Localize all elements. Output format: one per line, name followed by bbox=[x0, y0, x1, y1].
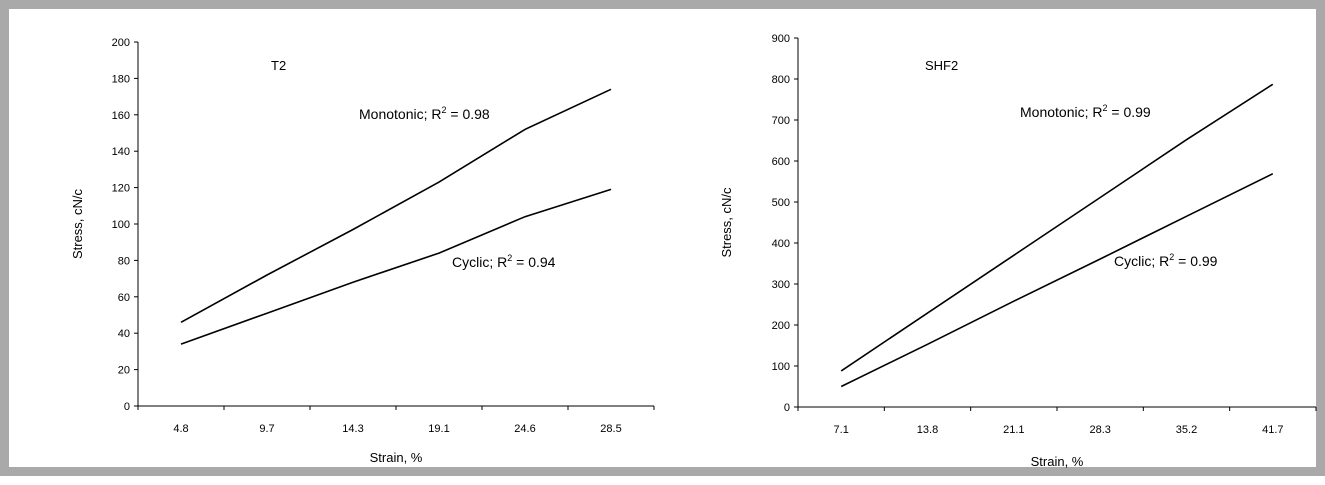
y-tick-label: 80 bbox=[118, 255, 130, 267]
y-tick-label: 140 bbox=[112, 146, 130, 158]
y-tick-label: 0 bbox=[124, 401, 130, 413]
series-line-monotonic bbox=[840, 83, 1274, 372]
chart-1: 0 20 40 60 80 100 120 140 160 180 200 4.8 9.7 14.3 19.… bbox=[70, 37, 655, 465]
y-tick-label: 300 bbox=[772, 279, 790, 291]
annotation-text: Cyclic; R bbox=[1114, 253, 1169, 269]
annotation-text: Cyclic; R bbox=[452, 254, 507, 270]
x-tick-label: 28.3 bbox=[1089, 424, 1110, 436]
x-tick-label: 7.1 bbox=[834, 424, 849, 436]
y-tick-label: 100 bbox=[112, 219, 130, 231]
x-tick-label: 28.5 bbox=[600, 423, 621, 435]
y-tick-label: 500 bbox=[772, 197, 790, 209]
x-axis-label: Strain, % bbox=[1031, 454, 1084, 469]
series-annotation-cyclic: Cyclic; R2 = 0.94 bbox=[452, 253, 556, 270]
chart-title: SHF2 bbox=[925, 58, 958, 73]
y-axis-label: Stress, cN/c bbox=[719, 187, 734, 258]
annotation-value: = 0.99 bbox=[1108, 104, 1151, 120]
y-tick-label: 600 bbox=[772, 156, 790, 168]
annotation-value: = 0.98 bbox=[447, 106, 490, 122]
series-annotation-cyclic: Cyclic; R2 = 0.99 bbox=[1114, 252, 1218, 269]
x-tick-label: 14.3 bbox=[342, 423, 363, 435]
series-line-monotonic bbox=[180, 88, 612, 324]
x-tick-label: 4.8 bbox=[173, 423, 188, 435]
y-tick-label: 60 bbox=[118, 292, 130, 304]
y-tick-label: 120 bbox=[112, 183, 130, 195]
series-line-cyclic bbox=[180, 188, 612, 345]
annotation-value: = 0.99 bbox=[1174, 253, 1217, 269]
series-line-cyclic bbox=[840, 172, 1274, 388]
y-tick-label: 200 bbox=[112, 37, 130, 49]
y-tick-label: 20 bbox=[118, 365, 130, 377]
annotation-superscript: 2 bbox=[441, 105, 446, 115]
x-tick-label: 41.7 bbox=[1262, 424, 1283, 436]
x-tick-label: 13.8 bbox=[917, 424, 938, 436]
chart-title: T2 bbox=[271, 58, 286, 73]
x-axis-label: Strain, % bbox=[370, 450, 423, 465]
annotation-text: Monotonic; R bbox=[359, 106, 441, 122]
chart-2: 0 100 200 300 400 500 600 700 800 900 7.1 13.8 21.1 2… bbox=[719, 33, 1317, 469]
x-tick-label: 21.1 bbox=[1003, 424, 1024, 436]
annotation-text: Monotonic; R bbox=[1020, 104, 1102, 120]
annotation-superscript: 2 bbox=[1102, 103, 1107, 113]
annotation-superscript: 2 bbox=[1169, 252, 1174, 262]
annotation-value: = 0.94 bbox=[512, 254, 555, 270]
x-tick-label: 35.2 bbox=[1176, 424, 1197, 436]
annotation-superscript: 2 bbox=[507, 253, 512, 263]
y-tick-label: 100 bbox=[772, 361, 790, 373]
y-tick-label: 800 bbox=[772, 74, 790, 86]
y-tick-label: 900 bbox=[772, 33, 790, 45]
y-tick-label: 400 bbox=[772, 238, 790, 250]
y-tick-label: 40 bbox=[118, 328, 130, 340]
y-tick-label: 200 bbox=[772, 320, 790, 332]
y-axis-label: Stress, cN/c bbox=[70, 188, 85, 259]
series-annotation-monotonic: Monotonic; R2 = 0.99 bbox=[1020, 103, 1151, 120]
x-tick-label: 9.7 bbox=[259, 423, 274, 435]
y-tick-label: 700 bbox=[772, 115, 790, 127]
series-annotation-monotonic: Monotonic; R2 = 0.98 bbox=[359, 105, 490, 122]
y-tick-label: 0 bbox=[784, 402, 790, 414]
y-tick-label: 160 bbox=[112, 110, 130, 122]
x-tick-label: 19.1 bbox=[428, 423, 449, 435]
x-tick-label: 24.6 bbox=[514, 423, 535, 435]
y-tick-label: 180 bbox=[112, 73, 130, 85]
